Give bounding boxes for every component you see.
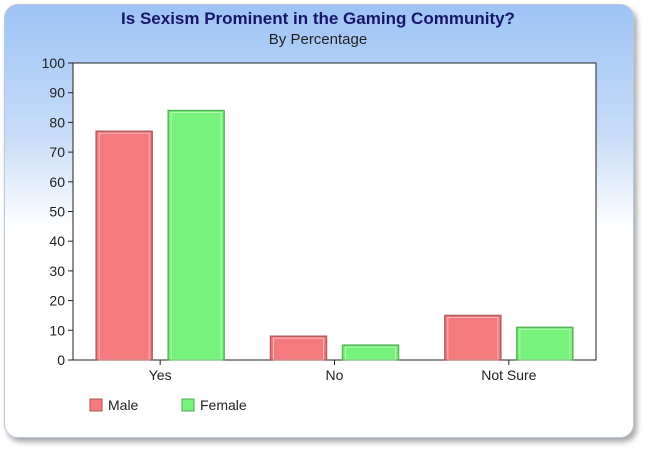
legend-swatch-male: [89, 398, 103, 412]
y-tick-label: 30: [49, 263, 65, 279]
y-tick-label: 60: [49, 174, 65, 190]
y-tick-label: 70: [49, 144, 65, 160]
y-tick-label: 90: [49, 85, 65, 101]
legend-swatch-female: [181, 398, 195, 412]
legend: Male Female: [89, 397, 247, 413]
y-tick-label: 0: [57, 352, 65, 368]
bar-male-yes: [95, 130, 153, 361]
y-tick-label: 20: [49, 293, 65, 309]
bar-male-not-sure: [444, 314, 502, 361]
legend-label-female: Female: [200, 397, 247, 413]
chart-subtitle: By Percentage: [269, 31, 367, 48]
bar-highlight: [273, 337, 324, 361]
y-tick-label: 80: [49, 114, 65, 130]
y-tick-label: 10: [49, 322, 65, 338]
x-tick-label: No: [326, 367, 344, 383]
bar-highlight: [345, 346, 396, 361]
x-tick-label: Yes: [149, 367, 172, 383]
bar-highlight: [170, 112, 222, 361]
bar-highlight: [98, 132, 150, 361]
y-tick-label: 40: [49, 233, 65, 249]
chart-title: Is Sexism Prominent in the Gaming Commun…: [121, 9, 515, 28]
plot-background: [72, 62, 597, 361]
x-tick-label: Not Sure: [481, 367, 536, 383]
bar-female-no: [341, 344, 400, 361]
bar-highlight: [447, 316, 499, 361]
bar-male-no: [269, 335, 328, 361]
plot-area: 0 10 20 30 40 50 60 70 80 90 100 Yes No Not Sure: [42, 55, 597, 383]
legend-label-male: Male: [108, 397, 139, 413]
bar-female-yes: [167, 109, 225, 361]
bar-highlight: [519, 328, 571, 361]
y-tick-label: 50: [49, 204, 65, 220]
y-tick-label: 100: [42, 55, 66, 71]
bar-female-not-sure: [516, 326, 574, 361]
